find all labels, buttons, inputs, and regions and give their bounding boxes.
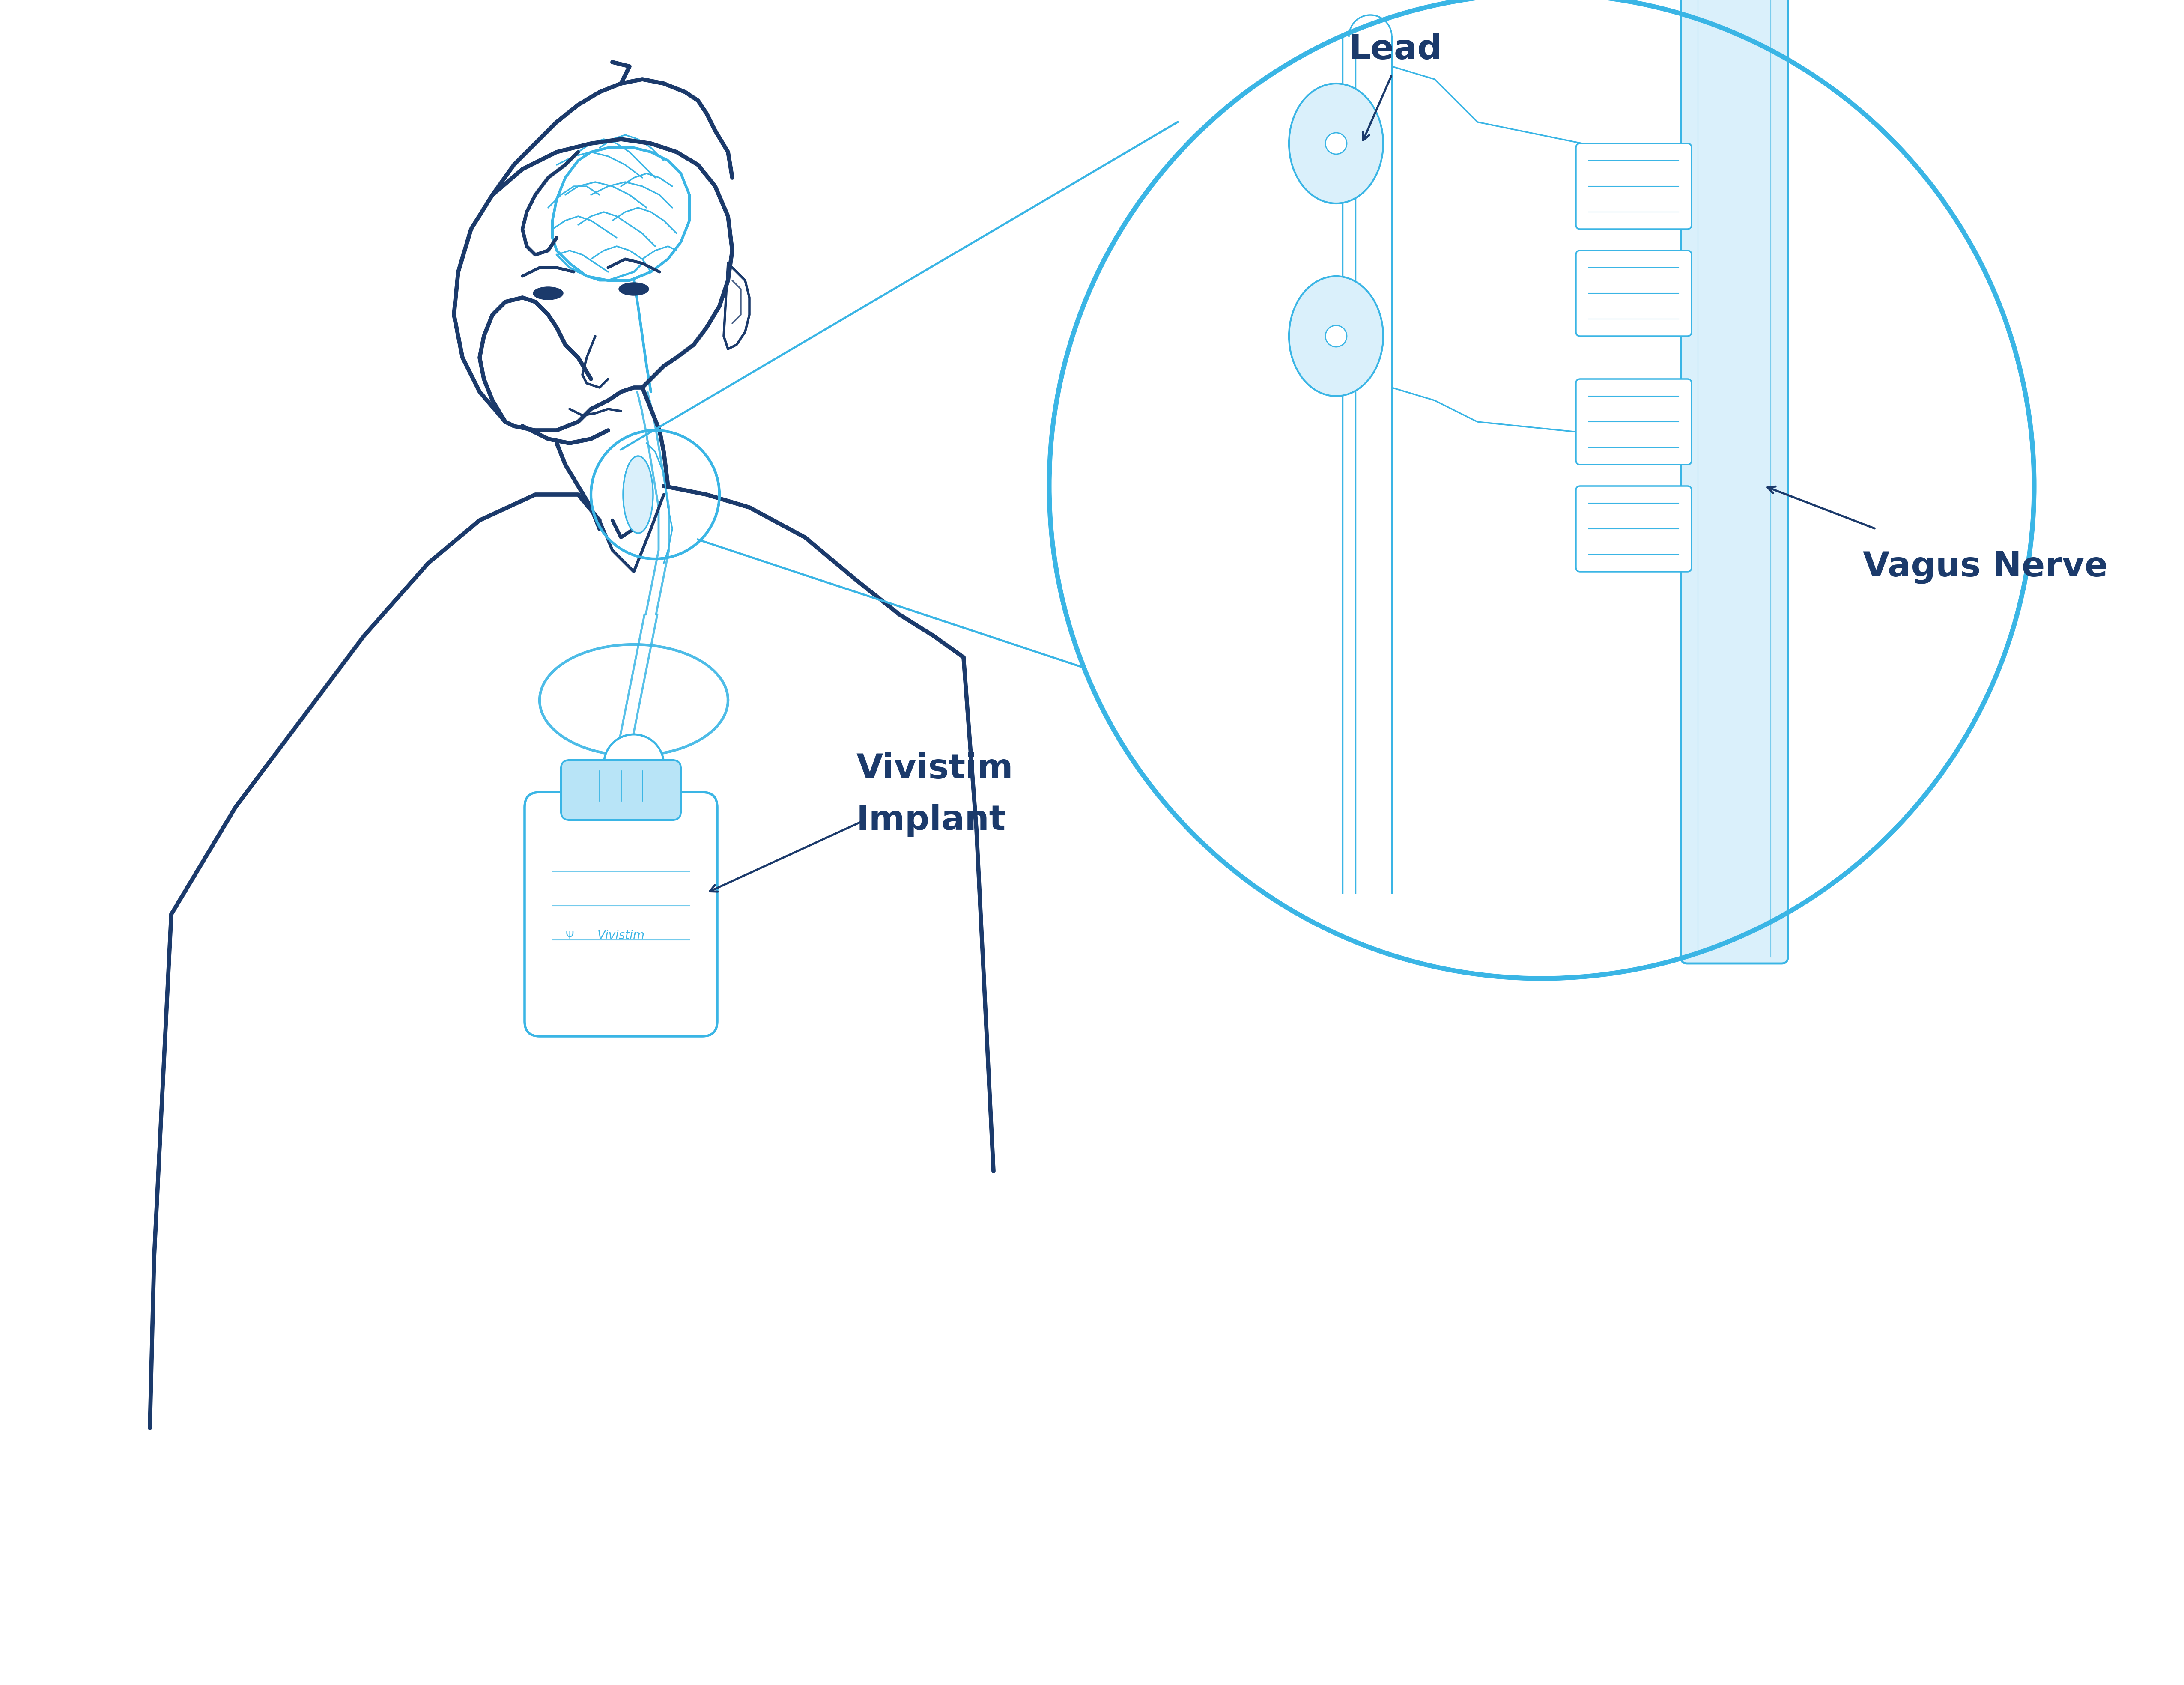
Ellipse shape xyxy=(1289,84,1382,204)
Ellipse shape xyxy=(1289,276,1382,396)
FancyBboxPatch shape xyxy=(1577,143,1693,229)
Text: Lead: Lead xyxy=(1350,34,1441,66)
Ellipse shape xyxy=(533,286,563,300)
Ellipse shape xyxy=(618,283,649,295)
FancyBboxPatch shape xyxy=(1577,485,1693,571)
Circle shape xyxy=(603,735,664,794)
FancyBboxPatch shape xyxy=(1577,379,1693,465)
Text: Vagus Nerve: Vagus Nerve xyxy=(1863,551,2108,583)
Text: Ψ: Ψ xyxy=(566,930,574,940)
Text: Vivistim: Vivistim xyxy=(596,930,644,942)
FancyBboxPatch shape xyxy=(561,760,681,821)
Circle shape xyxy=(1048,0,2033,979)
FancyBboxPatch shape xyxy=(1577,251,1693,335)
Text: Vivistim: Vivistim xyxy=(856,753,1013,785)
FancyBboxPatch shape xyxy=(524,792,716,1036)
FancyBboxPatch shape xyxy=(1682,0,1789,964)
Circle shape xyxy=(1326,325,1348,347)
Ellipse shape xyxy=(622,457,653,532)
Circle shape xyxy=(1326,133,1348,153)
Text: Implant: Implant xyxy=(856,804,1007,837)
